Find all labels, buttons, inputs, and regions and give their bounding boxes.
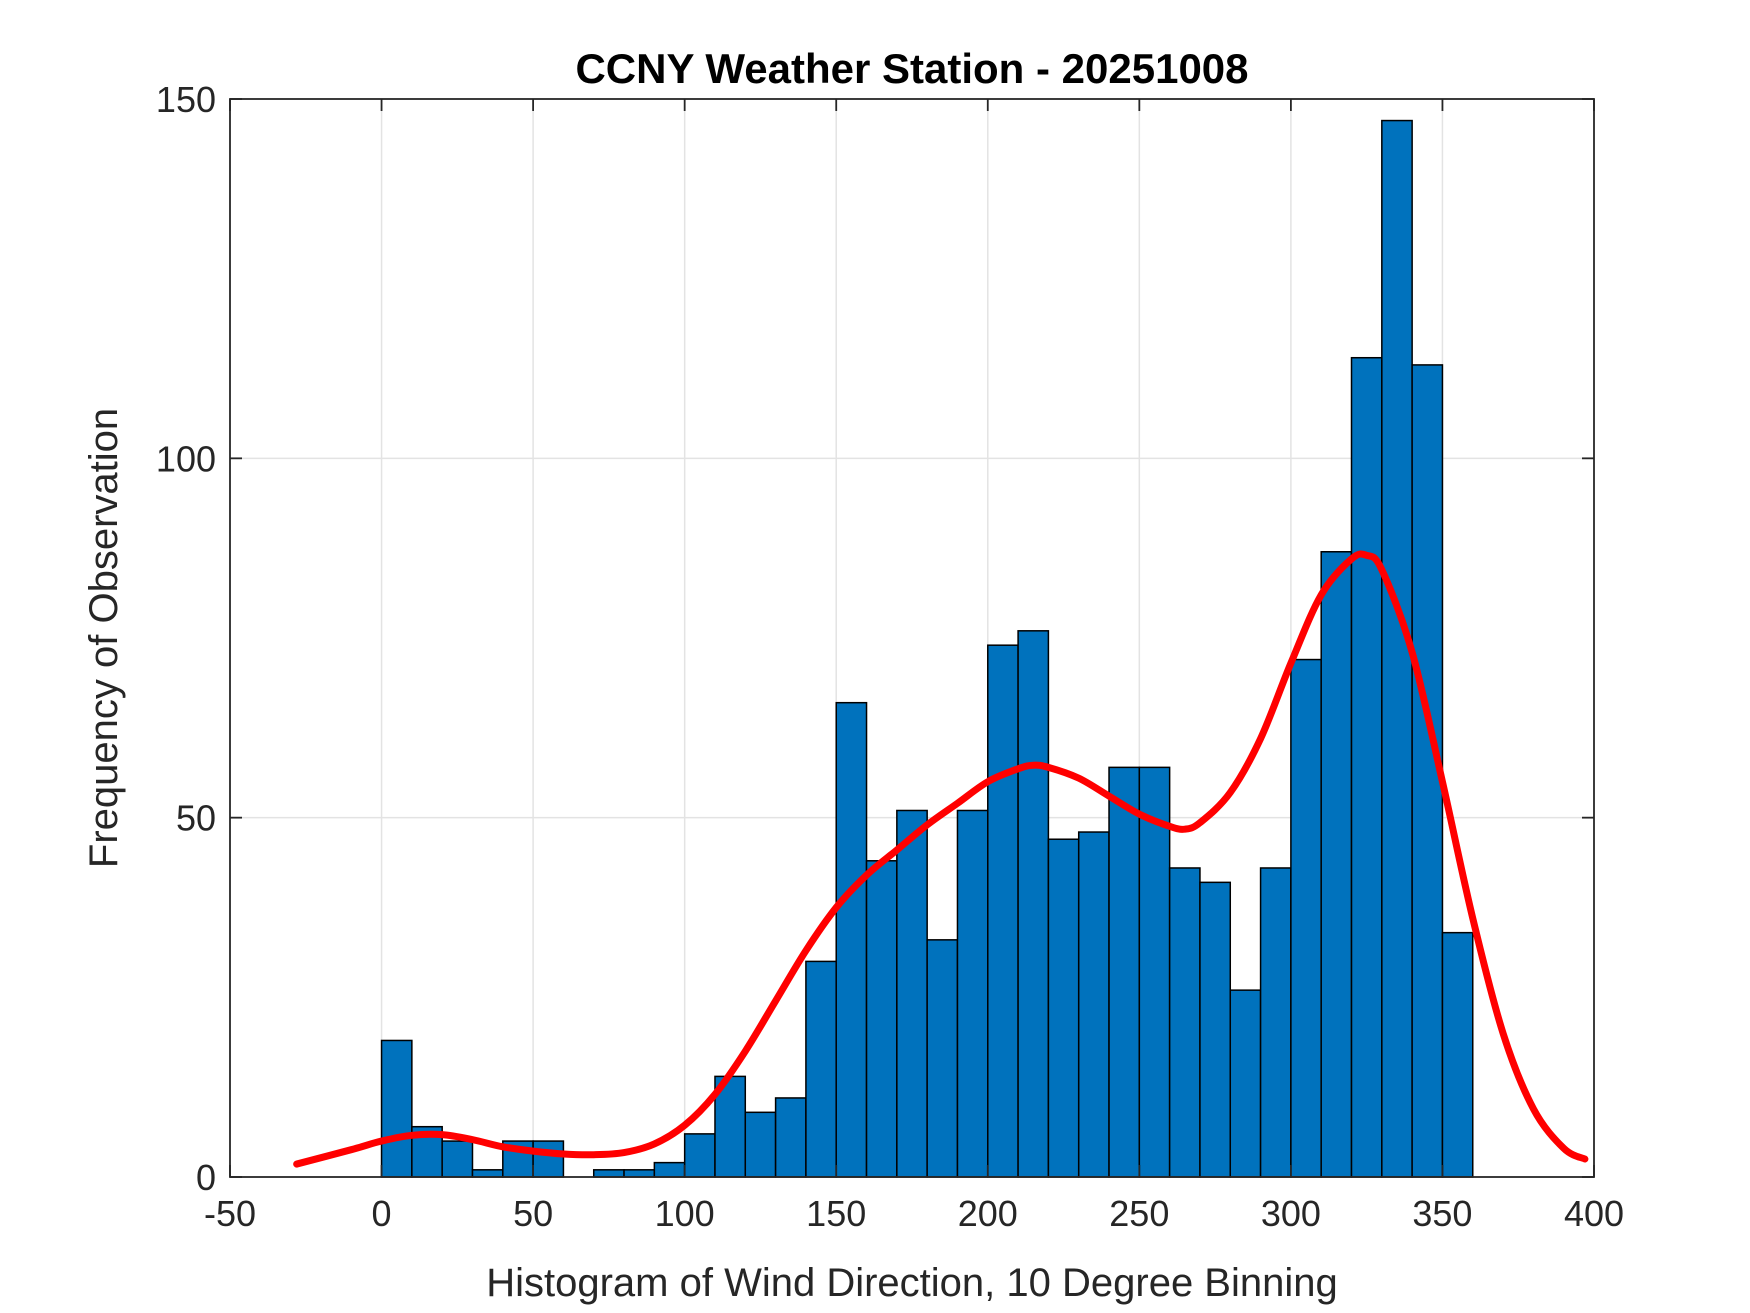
x-tick-label: 200 [958, 1193, 1018, 1234]
axes-box [229, 98, 1595, 1178]
histogram-bar [1259, 867, 1292, 1178]
x-axis-label: Histogram of Wind Direction, 10 Degree B… [486, 1261, 1338, 1305]
histogram-bar [835, 701, 868, 1178]
y-tick-label: 50 [176, 798, 216, 839]
histogram-bar [683, 1133, 716, 1178]
histogram-bar [896, 809, 928, 1178]
histogram-bar [471, 1169, 504, 1178]
histogram-bar [744, 1111, 777, 1178]
y-tick-label: 0 [196, 1157, 216, 1198]
histogram-bar [1199, 881, 1232, 1178]
histogram-bar [1017, 630, 1050, 1178]
x-tick-label: 150 [806, 1193, 866, 1234]
x-tick-label: 100 [655, 1193, 715, 1234]
histogram-bar [1350, 356, 1383, 1178]
histogram-bar [1290, 658, 1322, 1178]
histogram-bar [805, 960, 837, 1178]
x-tick-label: 50 [513, 1193, 553, 1234]
histogram-bar [1077, 831, 1110, 1178]
histogram-bar [956, 809, 989, 1178]
histogram-bars [380, 119, 1474, 1178]
y-axis-label: Frequency of Observation [82, 408, 126, 868]
x-tick-label: 350 [1412, 1193, 1472, 1234]
histogram-bar [926, 939, 959, 1178]
histogram-bar [1168, 867, 1201, 1178]
x-tick-label: -50 [204, 1193, 256, 1234]
y-tick-label: 150 [156, 79, 216, 120]
histogram-bar [774, 1097, 807, 1178]
x-tick-label: 300 [1261, 1193, 1321, 1234]
histogram-bar [1108, 766, 1141, 1178]
x-tick-label: 0 [372, 1193, 392, 1234]
histogram-bar [532, 1140, 565, 1178]
histogram-bar [865, 860, 898, 1178]
y-tick-label: 100 [156, 438, 216, 479]
fit-curve-layer [293, 550, 1589, 1168]
histogram-bar [987, 644, 1019, 1178]
histogram-bar [653, 1161, 686, 1178]
histogram-bar [1229, 989, 1262, 1178]
histogram-bar [1047, 838, 1080, 1178]
histogram-bar [623, 1169, 656, 1178]
x-tick-label: 250 [1109, 1193, 1169, 1234]
fit-curve-line [293, 550, 1589, 1168]
axes [229, 98, 1595, 1178]
histogram-bar [1138, 766, 1171, 1178]
chart-title: CCNY Weather Station - 20251008 [575, 45, 1248, 92]
histogram-bar [1320, 551, 1353, 1178]
histogram-bar [380, 1039, 413, 1178]
histogram-bar [1441, 931, 1474, 1178]
histogram-bar [441, 1140, 474, 1178]
histogram-bar [592, 1169, 625, 1178]
x-tick-label: 400 [1564, 1193, 1624, 1234]
